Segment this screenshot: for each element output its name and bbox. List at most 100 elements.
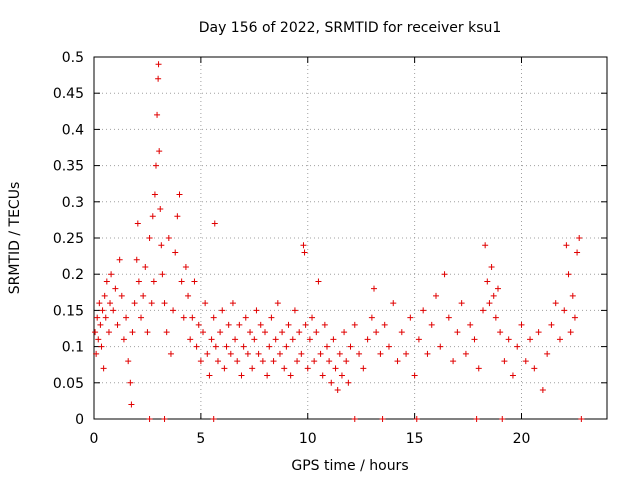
data-point [131, 300, 138, 307]
data-point [332, 365, 339, 372]
zero-data-point [146, 416, 153, 422]
y-tick-label: 0.45 [53, 86, 84, 102]
data-point [347, 343, 354, 350]
data-point [236, 321, 243, 328]
data-point [253, 307, 260, 314]
data-point [291, 307, 298, 314]
data-point [219, 307, 226, 314]
data-point [309, 314, 316, 321]
data-point [287, 372, 294, 379]
y-tick-label: 0 [75, 412, 84, 428]
data-point [202, 300, 209, 307]
data-point [561, 307, 568, 314]
data-point [390, 300, 397, 307]
data-point [155, 75, 162, 82]
data-point [428, 321, 435, 328]
data-point [301, 249, 308, 256]
data-point [170, 307, 177, 314]
y-tick-label: 0.3 [62, 195, 84, 211]
data-point [338, 372, 345, 379]
data-point [486, 300, 493, 307]
data-point [535, 329, 542, 336]
data-point [300, 242, 307, 249]
data-point [490, 292, 497, 299]
data-point [475, 365, 482, 372]
data-point [576, 235, 583, 241]
data-point [311, 358, 318, 365]
data-point [247, 329, 254, 336]
zero-data-point [379, 416, 386, 422]
data-point [368, 314, 375, 321]
data-point [238, 372, 245, 379]
data-point [480, 307, 487, 314]
data-point [334, 387, 341, 394]
data-point [373, 329, 380, 336]
y-tick-label: 0.2 [62, 267, 84, 283]
point-layer [92, 61, 585, 422]
data-point [123, 314, 130, 321]
data-point [189, 314, 196, 321]
zero-data-point [351, 416, 358, 422]
data-point [298, 350, 305, 357]
y-tick-label: 0.1 [62, 340, 84, 356]
data-point [285, 321, 292, 328]
data-point [163, 329, 170, 336]
data-point [150, 278, 157, 285]
data-point [97, 321, 104, 328]
data-point [156, 148, 163, 155]
data-point [161, 300, 168, 307]
data-point [107, 300, 114, 307]
y-tick-label: 0.05 [53, 376, 84, 392]
data-point [544, 350, 551, 357]
data-point [178, 278, 185, 285]
data-point [125, 358, 132, 365]
data-point [244, 350, 251, 357]
data-point [255, 350, 262, 357]
data-point [138, 314, 145, 321]
data-point [574, 249, 581, 256]
data-point [146, 235, 153, 241]
data-point [101, 292, 108, 299]
data-point [108, 271, 115, 278]
data-point [193, 343, 200, 350]
data-point [176, 191, 183, 198]
data-point [283, 343, 290, 350]
data-point [180, 314, 187, 321]
data-point [110, 307, 117, 314]
data-point [257, 321, 264, 328]
data-point [467, 321, 474, 328]
data-point [336, 350, 343, 357]
y-axis-label: SRMTID / TECUs [7, 182, 23, 295]
data-point [289, 336, 296, 343]
data-point [394, 358, 401, 365]
data-point [214, 358, 221, 365]
data-point [522, 358, 529, 365]
data-point [195, 321, 202, 328]
data-point [242, 314, 249, 321]
data-point [552, 300, 559, 307]
data-point [302, 321, 309, 328]
data-point [95, 336, 102, 343]
data-point [259, 358, 266, 365]
data-point [120, 336, 127, 343]
data-point [328, 379, 335, 386]
data-point [403, 350, 410, 357]
data-point [364, 336, 371, 343]
data-point [415, 336, 422, 343]
data-point [313, 329, 320, 336]
data-point [341, 329, 348, 336]
data-point [356, 350, 363, 357]
tick-layer [93, 56, 607, 420]
data-point [208, 336, 215, 343]
data-point [306, 336, 313, 343]
data-point [281, 365, 288, 372]
data-point [351, 321, 358, 328]
data-point [174, 213, 181, 220]
data-point [433, 292, 439, 299]
data-point [424, 350, 431, 357]
data-point [381, 321, 388, 328]
zero-data-point [473, 416, 480, 422]
data-point [154, 111, 161, 118]
data-point [565, 271, 572, 278]
